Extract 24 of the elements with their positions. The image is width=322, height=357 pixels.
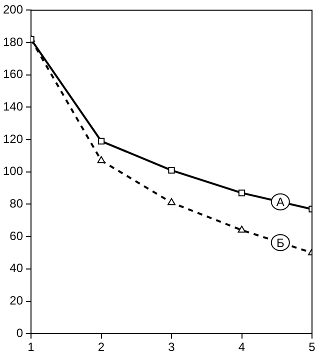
x-tick-label: 2: [98, 340, 105, 354]
point: [168, 166, 175, 174]
point: [97, 156, 106, 164]
y-tick-label: 0: [16, 326, 24, 340]
point: [98, 138, 105, 145]
x-tick-label: 4: [238, 340, 246, 354]
y-tick-label: 200: [2, 2, 24, 17]
y-tick-label: 140: [2, 100, 24, 114]
series-label: A: [276, 195, 284, 210]
y-tick-label: 180: [2, 34, 24, 49]
x-tick-label: 1: [28, 340, 35, 354]
y-tick-label: 20: [10, 294, 24, 308]
y-tick-label: 120: [2, 132, 24, 146]
point: [238, 226, 246, 233]
y-tick-label: 60: [10, 228, 24, 243]
point: [168, 198, 176, 206]
x-tick-label: 3: [168, 340, 176, 354]
y-tick-label: 40: [10, 261, 24, 276]
y-tick-label: 160: [2, 67, 24, 82]
point: [238, 190, 246, 196]
x-tick-label: 5: [308, 340, 316, 354]
y-tick-label: 80: [10, 196, 24, 211]
y-tick-label: 100: [2, 164, 24, 178]
series-label: Б: [276, 236, 284, 250]
